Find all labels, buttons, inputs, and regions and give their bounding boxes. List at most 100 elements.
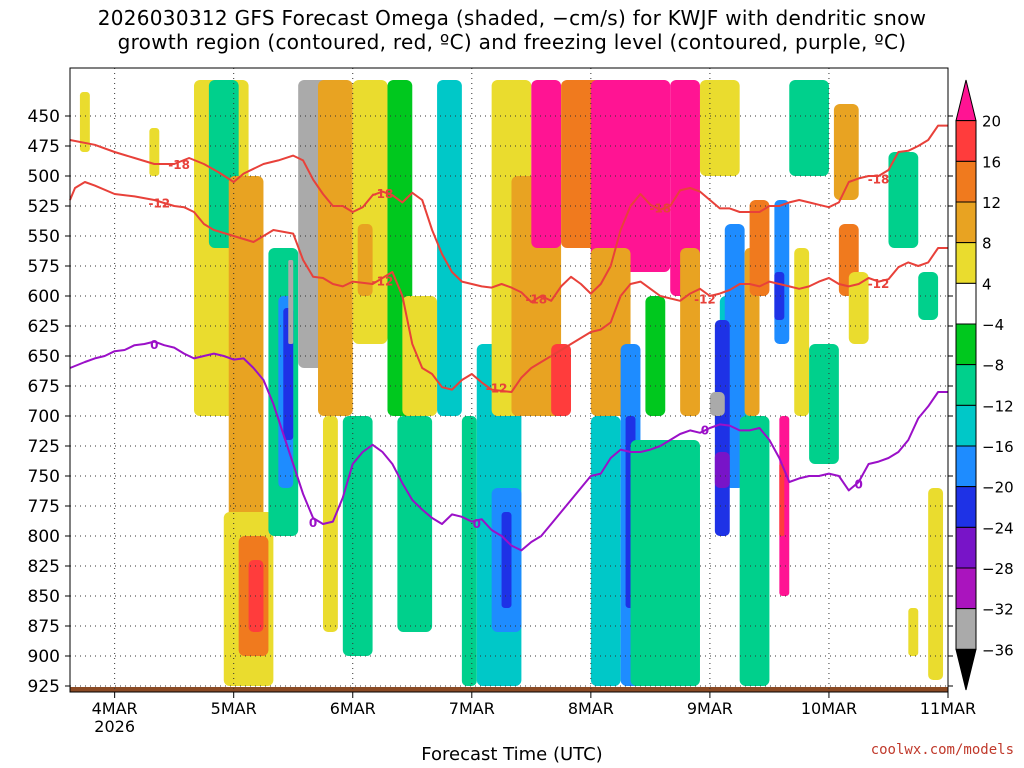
y-tick-label: 525: [28, 197, 60, 217]
y-tick-label: 850: [28, 587, 60, 607]
ground-layer: [70, 687, 948, 692]
x-tick-label: 9MAR: [687, 699, 733, 718]
y-tick-label: 550: [28, 227, 60, 247]
y-tick-label: 600: [28, 287, 60, 307]
contour-label: 0: [473, 517, 481, 531]
colorbar-label: −20: [982, 479, 1014, 497]
contour-line: [69, 181, 948, 393]
y-tick-label: 700: [28, 407, 60, 427]
colorbar-label: 12: [982, 194, 1001, 212]
omega-region: [714, 320, 730, 536]
contour-label: 0: [701, 423, 709, 437]
contour-label: -12: [148, 197, 170, 211]
colorbar-label: 16: [982, 153, 1001, 171]
omega-region: [318, 80, 353, 416]
omega-region: [714, 452, 730, 488]
x-tick-label: 5MAR: [211, 699, 257, 718]
y-tick-label: 825: [28, 557, 60, 577]
contour-line: [69, 340, 948, 552]
omega-region: [888, 152, 919, 248]
colorbar-label: 4: [982, 275, 992, 293]
omega-region: [551, 344, 572, 416]
contour-label: 0: [855, 477, 863, 491]
contour-label: -18: [372, 187, 394, 201]
omega-region: [397, 416, 433, 632]
omega-region: [501, 512, 512, 608]
chart-title-line2: growth region (contoured, red, ºC) and f…: [117, 30, 907, 54]
contour-line: [69, 124, 948, 303]
contour-label: -18: [649, 201, 671, 215]
omega-region: [531, 80, 562, 248]
x-tick-label: 4MAR: [92, 699, 138, 718]
contour-label: -12: [868, 277, 890, 291]
contour-label: -18: [525, 293, 547, 307]
omega-region: [789, 80, 829, 176]
x-tick-label: 11MAR: [920, 699, 976, 718]
omega-region: [630, 440, 700, 686]
y-tick-label: 575: [28, 257, 60, 277]
omega-region: [809, 344, 839, 464]
y-tick-label: 900: [28, 647, 60, 667]
axes: 450 475 500 525 550 575 600 625 650 675 700 725 750 7…: [28, 67, 976, 736]
x-tick-label: 8MAR: [568, 699, 614, 718]
contour-label: 0: [309, 516, 317, 530]
omega-region: [739, 416, 770, 686]
colorbar-label: −16: [982, 438, 1014, 456]
temperature-contours: [69, 124, 948, 552]
colorbar-label: −4: [982, 316, 1004, 334]
omega-region: [288, 260, 294, 344]
contour-label: 0: [150, 338, 158, 352]
colorbar-label: −12: [982, 397, 1014, 415]
x-tick-sublabel: 2026: [94, 717, 135, 736]
colorbar-bin: [955, 282, 977, 325]
colorbar-label: −32: [982, 601, 1014, 619]
colorbar-bin: [955, 120, 977, 162]
omega-region: [848, 272, 869, 344]
contour-label: -12: [486, 381, 508, 395]
x-tick-label: 7MAR: [449, 699, 495, 718]
omega-region: [437, 80, 462, 416]
y-tick-label: 925: [28, 677, 60, 697]
y-tick-label: 775: [28, 497, 60, 517]
colorbar-bin: [955, 567, 977, 610]
omega-region: [779, 464, 785, 536]
omega-region: [749, 200, 770, 296]
omega-region: [590, 416, 621, 686]
omega-region: [928, 488, 944, 680]
omega-region: [794, 248, 810, 416]
y-tick-label: 875: [28, 617, 60, 637]
colorbar: 20 16 12 8 4 −4 −8 −12 −16 −20 −24 −28 −32 −36: [955, 79, 1014, 691]
colorbar-bin: [955, 242, 977, 284]
x-axis-label: Forecast Time (UTC): [421, 744, 603, 765]
y-tick-label: 750: [28, 467, 60, 487]
colorbar-bin: [955, 526, 977, 569]
omega-region: [680, 248, 700, 416]
y-tick-label: 500: [28, 167, 60, 187]
colorbar-bin: [955, 79, 977, 122]
colorbar-bin: [955, 323, 977, 366]
contour-label: -12: [694, 293, 716, 307]
omega-region: [670, 80, 700, 296]
omega-region: [918, 272, 939, 320]
omega-region: [79, 92, 90, 152]
y-tick-label: 675: [28, 377, 60, 397]
chart-title-line1: 2026030312 GFS Forecast Omega (shaded, −…: [97, 6, 927, 30]
omega-region: [402, 296, 438, 416]
y-tick-label: 450: [28, 107, 60, 127]
omega-region: [461, 416, 477, 686]
x-tick-label: 6MAR: [330, 699, 376, 718]
colorbar-label: 20: [982, 113, 1001, 131]
colorbar-bin: [955, 201, 977, 244]
omega-region: [709, 392, 725, 416]
omega-shading: [70, 68, 948, 692]
omega-region: [352, 80, 388, 344]
y-tick-label: 625: [28, 317, 60, 337]
colorbar-bin: [955, 608, 977, 650]
y-tick-label: 650: [28, 347, 60, 367]
contour-label: -18: [168, 158, 190, 172]
colorbar-label: −36: [982, 641, 1014, 659]
omega-region: [774, 200, 790, 344]
omega-region: [322, 416, 338, 632]
plot-frame: [69, 67, 949, 693]
